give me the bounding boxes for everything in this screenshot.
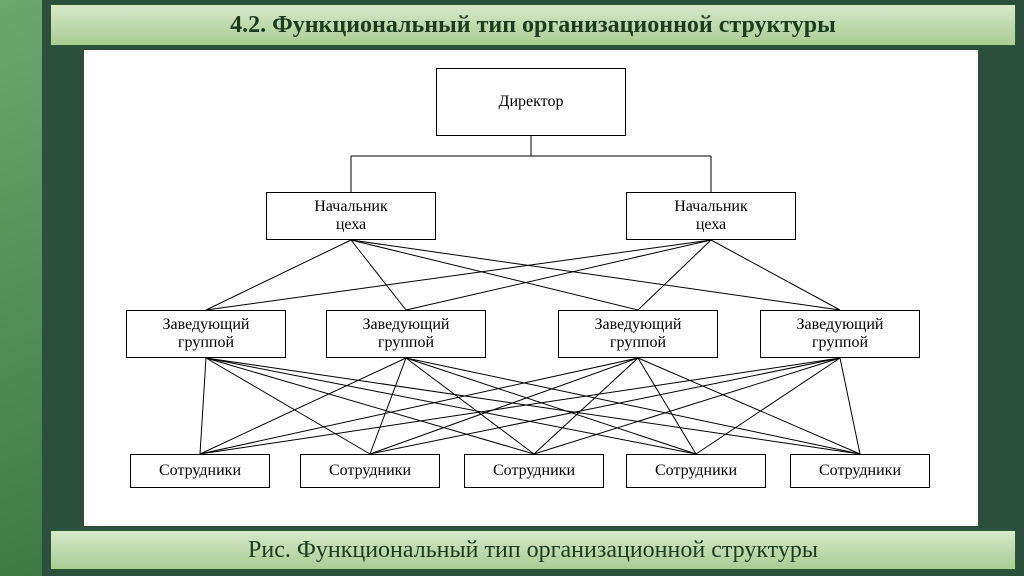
- node-emp2: Сотрудники: [300, 454, 440, 488]
- main-area: 4.2. Функциональный тип организационной …: [42, 0, 1024, 576]
- node-emp4: Сотрудники: [626, 454, 766, 488]
- sidebar-decoration: [0, 0, 42, 576]
- caption-banner: Рис. Функциональный тип организационной …: [50, 530, 1016, 570]
- title-banner: 4.2. Функциональный тип организационной …: [50, 4, 1016, 46]
- node-chief1: Начальникцеха: [266, 192, 436, 240]
- diagram-panel: Директор Начальникцеха Начальникцеха Заведу…: [84, 50, 978, 526]
- node-head3: Заведующийгруппой: [558, 310, 718, 358]
- node-emp1: Сотрудники: [130, 454, 270, 488]
- caption-text: Рис. Функциональный тип организационной …: [248, 537, 818, 564]
- node-head1: Заведующийгруппой: [126, 310, 286, 358]
- node-head4: Заведующийгруппой: [760, 310, 920, 358]
- node-emp3: Сотрудники: [464, 454, 604, 488]
- node-head2: Заведующийгруппой: [326, 310, 486, 358]
- node-director: Директор: [436, 68, 626, 136]
- node-emp5: Сотрудники: [790, 454, 930, 488]
- title-text: 4.2. Функциональный тип организационной …: [230, 12, 836, 39]
- slide: 4.2. Функциональный тип организационной …: [0, 0, 1024, 576]
- node-chief2: Начальникцеха: [626, 192, 796, 240]
